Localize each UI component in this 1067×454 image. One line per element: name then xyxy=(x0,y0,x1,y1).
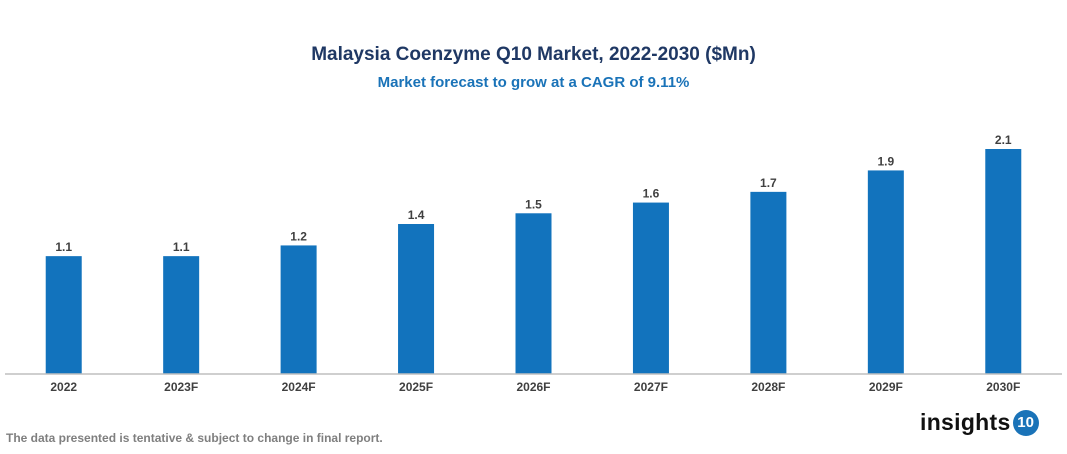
x-tick-label: 2030F xyxy=(986,380,1020,394)
x-tick-label: 2023F xyxy=(164,380,198,394)
x-tick-label: 2029F xyxy=(869,380,903,394)
bar xyxy=(45,256,82,374)
x-tick-label: 2022 xyxy=(50,380,77,394)
data-label: 1.9 xyxy=(877,154,894,168)
data-label: 1.2 xyxy=(290,229,307,243)
chart-title: Malaysia Coenzyme Q10 Market, 2022-2030 … xyxy=(311,44,756,65)
data-label: 1.4 xyxy=(408,208,425,222)
data-label: 2.1 xyxy=(995,133,1012,147)
bar xyxy=(398,224,435,374)
data-label: 1.7 xyxy=(760,176,777,190)
bar xyxy=(867,170,904,374)
bar xyxy=(163,256,200,374)
logo-badge: 10 xyxy=(1012,409,1039,436)
x-tick-label: 2027F xyxy=(634,380,668,394)
bar xyxy=(985,149,1022,374)
data-label: 1.6 xyxy=(643,187,660,201)
bar xyxy=(632,202,669,374)
data-label: 1.1 xyxy=(173,240,190,254)
logo-text: insights xyxy=(920,409,1011,435)
chart-subtitle: Market forecast to grow at a CAGR of 9.1… xyxy=(377,74,690,91)
x-tick-label: 2026F xyxy=(516,380,550,394)
x-tick-label: 2025F xyxy=(399,380,433,394)
bar xyxy=(515,213,552,374)
x-tick-label: 2024F xyxy=(282,380,316,394)
bar xyxy=(280,245,317,374)
bar xyxy=(750,191,787,374)
insights10-logo: insights 10 xyxy=(920,409,1039,436)
x-tick-label: 2028F xyxy=(751,380,785,394)
footnote: The data presented is tentative & subjec… xyxy=(6,431,383,445)
data-label: 1.1 xyxy=(55,240,72,254)
data-label: 1.5 xyxy=(525,197,542,211)
